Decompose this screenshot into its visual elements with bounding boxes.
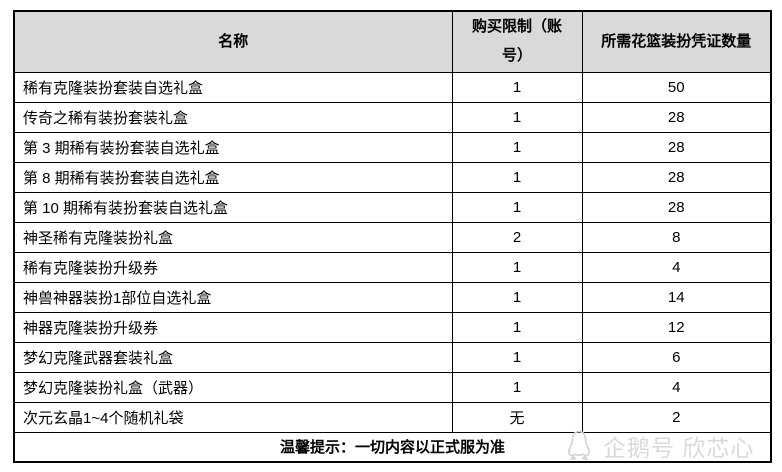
footer-note: 温馨提示：一切内容以正式服为准 [13,431,772,463]
limit-cell: 1 [451,131,583,163]
item-name-cell: 稀有克隆装扮套装自选礼盒 [13,71,453,103]
limit-cell: 1 [451,101,583,133]
limit-cell: 2 [451,221,583,253]
table-row: 第 10 期稀有装扮套装自选礼盒 1 28 [13,191,772,223]
table-row: 稀有克隆装扮升级券 1 4 [13,251,772,283]
amount-cell: 28 [581,191,772,223]
amount-cell: 14 [581,281,772,313]
table-row: 神圣稀有克隆装扮礼盒 2 8 [13,221,772,253]
table-row: 第 8 期稀有装扮套装自选礼盒 1 28 [13,161,772,193]
table-header: 名称 购买限制（账号） 所需花篮装扮凭证数量 [13,10,772,73]
table-row: 第 3 期稀有装扮套装自选礼盒 1 28 [13,131,772,163]
item-name-cell: 传奇之稀有装扮套装礼盒 [13,101,453,133]
limit-cell: 1 [451,71,583,103]
table-row: 次元玄晶1~4个随机礼袋 无 2 [13,401,772,433]
table-row: 梦幻克隆装扮礼盒（武器） 1 4 [13,371,772,403]
limit-cell: 1 [451,371,583,403]
amount-cell: 4 [581,371,772,403]
limit-cell: 无 [451,401,583,433]
footer-row: 温馨提示：一切内容以正式服为准 [13,431,772,463]
item-name-cell: 第 3 期稀有装扮套装自选礼盒 [13,131,453,163]
limit-cell: 1 [451,281,583,313]
header-voucher-amount: 所需花篮装扮凭证数量 [581,10,772,73]
amount-cell: 50 [581,71,772,103]
header-purchase-limit: 购买限制（账号） [451,10,583,73]
amount-cell: 6 [581,341,772,373]
item-name-cell: 神圣稀有克隆装扮礼盒 [13,221,453,253]
item-price-table: 名称 购买限制（账号） 所需花篮装扮凭证数量 稀有克隆装扮套装自选礼盒 1 50… [13,10,772,463]
amount-cell: 4 [581,251,772,283]
amount-cell: 28 [581,131,772,163]
item-name-cell: 神兽神器装扮1部位自选礼盒 [13,281,453,313]
amount-cell: 28 [581,101,772,133]
header-row: 名称 购买限制（账号） 所需花篮装扮凭证数量 [13,10,772,73]
table-row: 传奇之稀有装扮套装礼盒 1 28 [13,101,772,133]
item-name-cell: 第 10 期稀有装扮套装自选礼盒 [13,191,453,223]
table-row: 神兽神器装扮1部位自选礼盒 1 14 [13,281,772,313]
amount-cell: 28 [581,161,772,193]
table-row: 神器克隆装扮升级券 1 12 [13,311,772,343]
table-row: 稀有克隆装扮套装自选礼盒 1 50 [13,71,772,103]
amount-cell: 2 [581,401,772,433]
item-name-cell: 稀有克隆装扮升级券 [13,251,453,283]
limit-cell: 1 [451,311,583,343]
item-name-cell: 神器克隆装扮升级券 [13,311,453,343]
item-name-cell: 第 8 期稀有装扮套装自选礼盒 [13,161,453,193]
item-name-cell: 梦幻克隆武器套装礼盒 [13,341,453,373]
item-name-cell: 梦幻克隆装扮礼盒（武器） [13,371,453,403]
amount-cell: 12 [581,311,772,343]
table-row: 梦幻克隆武器套装礼盒 1 6 [13,341,772,373]
limit-cell: 1 [451,161,583,193]
limit-cell: 1 [451,251,583,283]
amount-cell: 8 [581,221,772,253]
item-name-cell: 次元玄晶1~4个随机礼袋 [13,401,453,433]
table-body: 稀有克隆装扮套装自选礼盒 1 50 传奇之稀有装扮套装礼盒 1 28 第 3 期… [13,71,772,463]
limit-cell: 1 [451,341,583,373]
header-name: 名称 [13,10,453,73]
limit-cell: 1 [451,191,583,223]
